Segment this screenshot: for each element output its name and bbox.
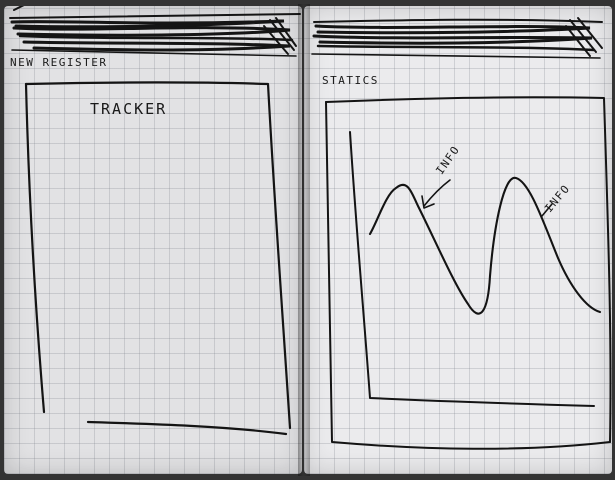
wireframe-page-new-register: NEW REGISTER TRACKER bbox=[4, 6, 302, 474]
chart-annotation-first-peak: INFO bbox=[433, 142, 463, 177]
header-bar-scribble bbox=[9, 6, 301, 57]
chart-frame bbox=[349, 131, 595, 407]
info-arrow-icon bbox=[423, 179, 451, 207]
header-bar-scribble bbox=[311, 17, 603, 59]
header-label-statics: STATICS bbox=[322, 74, 379, 87]
wireframe-page-statics: STATICS INFO INFO bbox=[304, 6, 612, 474]
outer-frame bbox=[325, 96, 612, 443]
header-label-new-register: NEW REGISTER bbox=[10, 56, 108, 69]
tracker-title: TRACKER bbox=[90, 100, 168, 118]
tracker-panel-frame bbox=[24, 81, 292, 436]
chart-annotation-second-peak: INFO bbox=[542, 181, 573, 215]
notebook-spine bbox=[298, 4, 310, 476]
